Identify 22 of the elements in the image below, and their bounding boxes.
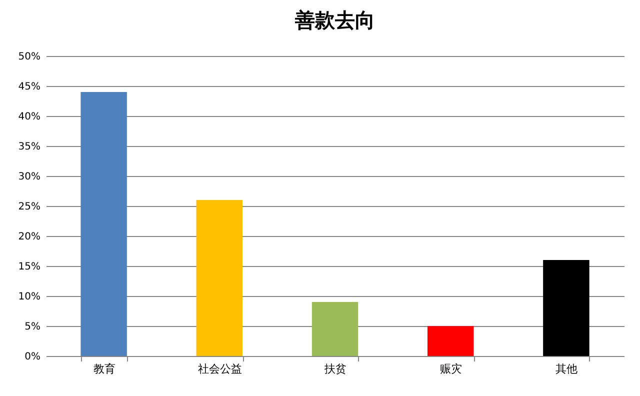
bar: [543, 260, 590, 356]
y-tick-label: 15%: [18, 262, 40, 272]
y-tick-label: 25%: [18, 202, 40, 212]
y-tick-label: 40%: [18, 112, 40, 122]
chart-title: 善款去向: [294, 8, 375, 32]
y-tick-label: 45%: [18, 82, 40, 92]
x-tick-label: 扶贫: [324, 362, 346, 376]
x-tick-label: 其他: [556, 362, 578, 376]
y-tick-label: 5%: [24, 322, 40, 332]
y-tick-label: 30%: [18, 172, 40, 182]
bar: [427, 326, 474, 356]
y-tick-label: 20%: [18, 232, 40, 242]
y-tick-label: 10%: [18, 292, 40, 302]
y-tick-label: 50%: [18, 52, 40, 62]
bar: [312, 302, 358, 356]
bar: [196, 200, 243, 356]
y-tick-label: 35%: [18, 142, 40, 152]
x-tick-label: 赈灾: [440, 362, 462, 376]
x-tick-label: 社会公益: [198, 362, 242, 376]
x-tick-label: 教育: [93, 362, 116, 376]
bar: [80, 92, 127, 356]
y-tick-label: 0%: [24, 352, 40, 362]
